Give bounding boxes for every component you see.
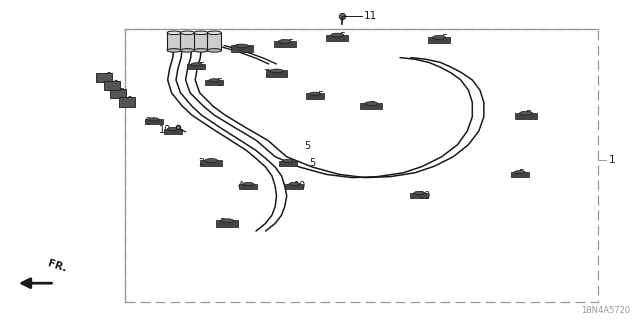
Ellipse shape — [270, 69, 283, 73]
Text: 10: 10 — [159, 124, 172, 135]
Text: 4: 4 — [237, 180, 243, 191]
Text: 7: 7 — [263, 68, 269, 79]
Text: 5: 5 — [198, 61, 205, 72]
Bar — [96, 73, 113, 82]
Bar — [104, 81, 120, 90]
Ellipse shape — [289, 182, 300, 186]
Bar — [428, 37, 450, 43]
Text: 10: 10 — [419, 191, 431, 201]
Ellipse shape — [207, 49, 221, 52]
Bar — [511, 172, 529, 177]
Bar — [515, 113, 537, 119]
Text: 9: 9 — [112, 80, 118, 90]
Text: 18N4A5720: 18N4A5720 — [581, 306, 630, 315]
Ellipse shape — [365, 102, 378, 105]
Bar — [119, 97, 135, 107]
Bar — [110, 89, 127, 98]
Text: 1: 1 — [609, 155, 616, 165]
Text: 5: 5 — [518, 169, 525, 180]
Ellipse shape — [191, 63, 202, 66]
Text: 8: 8 — [118, 88, 125, 98]
Ellipse shape — [243, 182, 253, 186]
Ellipse shape — [194, 49, 208, 52]
Text: 10: 10 — [294, 181, 307, 191]
Bar — [194, 33, 208, 51]
Ellipse shape — [236, 44, 248, 48]
Ellipse shape — [433, 36, 445, 39]
Text: FR.: FR. — [46, 258, 68, 274]
Bar — [188, 64, 205, 69]
Bar — [266, 70, 287, 77]
Ellipse shape — [194, 31, 208, 35]
Text: 5: 5 — [304, 140, 310, 151]
Bar — [274, 41, 296, 47]
Ellipse shape — [167, 31, 181, 35]
Ellipse shape — [209, 79, 220, 82]
Ellipse shape — [148, 118, 159, 121]
Ellipse shape — [207, 31, 221, 35]
Bar — [125, 29, 598, 302]
Ellipse shape — [331, 33, 344, 37]
Ellipse shape — [168, 127, 178, 131]
Ellipse shape — [283, 159, 293, 163]
Bar — [216, 220, 238, 227]
Text: 5: 5 — [234, 44, 240, 54]
Bar — [205, 80, 223, 85]
Text: 5: 5 — [287, 39, 293, 49]
Bar — [180, 33, 195, 51]
Ellipse shape — [515, 171, 525, 174]
Ellipse shape — [520, 111, 532, 115]
Text: 5: 5 — [317, 91, 323, 101]
Ellipse shape — [205, 159, 218, 162]
Text: 3: 3 — [220, 218, 226, 228]
Ellipse shape — [221, 219, 234, 222]
Bar — [285, 184, 303, 189]
Bar — [145, 119, 163, 124]
Bar — [200, 160, 222, 166]
Bar — [306, 93, 324, 99]
Text: 5: 5 — [442, 34, 448, 44]
Bar — [360, 103, 382, 109]
Text: 5: 5 — [339, 32, 346, 42]
Ellipse shape — [167, 49, 181, 52]
Text: 6: 6 — [145, 116, 151, 127]
Text: 9: 9 — [127, 96, 133, 106]
Bar — [410, 193, 428, 198]
Bar — [231, 45, 253, 52]
Text: 5: 5 — [216, 78, 223, 88]
Text: 5: 5 — [369, 101, 376, 111]
Bar — [164, 129, 182, 134]
Bar — [239, 184, 257, 189]
Ellipse shape — [180, 49, 195, 52]
Ellipse shape — [414, 191, 424, 195]
Text: 5: 5 — [309, 158, 316, 168]
Bar — [326, 35, 348, 41]
Text: 5: 5 — [525, 110, 531, 120]
Ellipse shape — [180, 31, 195, 35]
Text: 8: 8 — [105, 72, 111, 82]
Bar — [279, 161, 297, 166]
Ellipse shape — [278, 40, 291, 43]
Text: 2: 2 — [198, 158, 205, 168]
Bar — [167, 33, 181, 51]
Text: 11: 11 — [364, 11, 377, 21]
Bar — [207, 33, 221, 51]
Ellipse shape — [310, 92, 320, 95]
